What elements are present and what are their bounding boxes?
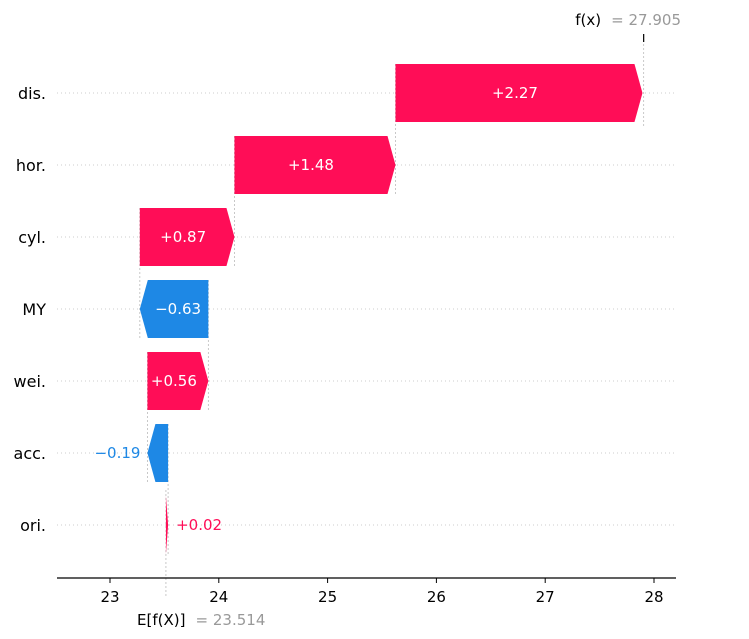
x-tick-label: 24: [209, 588, 228, 606]
x-axis: 23 24 25 26 27 28: [57, 577, 676, 606]
x-tick-label: 28: [644, 588, 663, 606]
contribution-label: +0.56: [151, 372, 197, 390]
bar-dis: [395, 64, 643, 122]
feature-labels: dis. hor. cyl. MY wei. acc. ori.: [14, 84, 47, 535]
bar-hor: [234, 136, 396, 194]
feature-label: wei.: [14, 372, 46, 391]
bar-cyl: [139, 208, 235, 266]
x-tick-label: 23: [100, 588, 119, 606]
base-value-label: E[f(X)]: [137, 611, 185, 629]
contribution-labels: +2.27 +1.48 +0.87 −0.63 +0.56 −0.19 +0.02: [94, 84, 538, 534]
x-tick-label: 27: [536, 588, 555, 606]
svg-text:f(x) = 27.905: f(x) = 27.905: [575, 10, 681, 29]
contribution-label: −0.63: [155, 300, 201, 318]
bar-wei: [147, 352, 209, 410]
base-value-text: = 23.514: [196, 611, 266, 629]
contribution-label: +0.02: [176, 516, 222, 534]
feature-label: MY: [22, 300, 46, 319]
contribution-label: +1.48: [288, 156, 334, 174]
contribution-label: +0.87: [160, 228, 206, 246]
feature-label: ori.: [20, 516, 46, 535]
final-value-text: = 27.905: [611, 11, 681, 29]
final-value-label: f(x): [575, 11, 601, 29]
contribution-label: −0.19: [94, 444, 140, 462]
x-tick-label: 26: [427, 588, 446, 606]
bar-my: [139, 280, 209, 338]
feature-label: acc.: [14, 444, 46, 463]
feature-label: dis.: [18, 84, 46, 103]
base-value-annotation: E[f(X)] = 23.514: [137, 610, 265, 629]
feature-label: cyl.: [18, 228, 46, 247]
contribution-label: +2.27: [492, 84, 538, 102]
svg-text:E[f(X)] = 23.514: E[f(X)] = 23.514: [137, 610, 265, 629]
connector-lines: [139, 34, 645, 596]
x-tick-label: 25: [318, 588, 337, 606]
final-value-annotation: f(x) = 27.905: [575, 10, 681, 29]
bar-acc: [147, 424, 169, 482]
bar-ori: [165, 496, 169, 554]
feature-bars: [139, 64, 643, 554]
feature-label: hor.: [16, 156, 46, 175]
